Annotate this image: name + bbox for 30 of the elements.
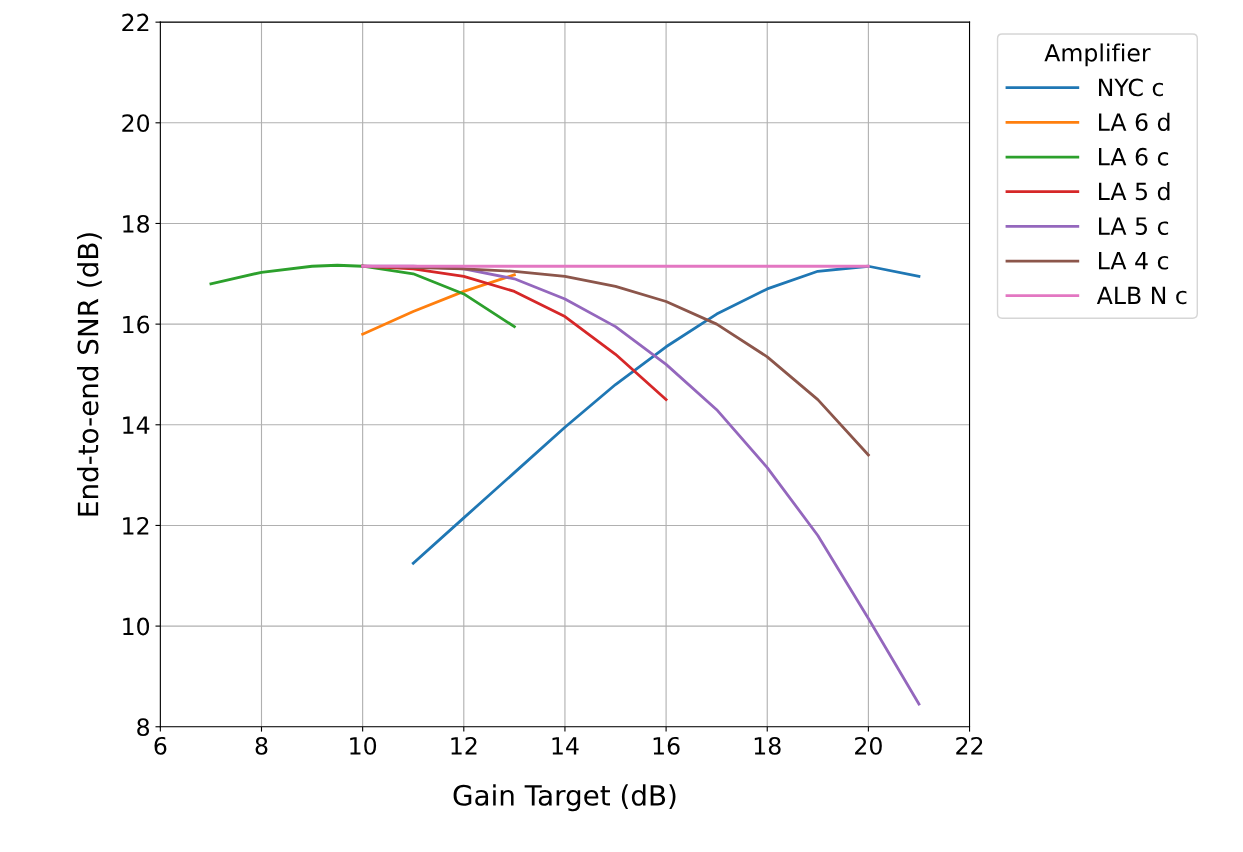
y-tick-label: 18 (123, 214, 150, 233)
y-tick-label: 12 (123, 516, 149, 535)
x-tick-label: 14 (552, 737, 579, 755)
line-series (209, 263, 516, 329)
y-tick-label: 14 (123, 416, 150, 434)
y-tick-label: 16 (123, 315, 150, 334)
legend-label: LA 6 c (1099, 147, 1169, 166)
x-tick-label: 20 (855, 736, 882, 755)
x-tick-label: 8 (255, 736, 268, 755)
legend-label: LA 6 d (1099, 112, 1170, 131)
x-tick-label: 18 (754, 736, 781, 755)
x-axis-title: Gain Target (dB) (453, 784, 676, 812)
y-tick-label: 8 (137, 718, 150, 737)
x-tick-label: 10 (350, 736, 377, 755)
legend-label: NYC c (1099, 78, 1163, 97)
legend-label: LA 5 c (1099, 217, 1169, 235)
legend-title: Amplifier (1044, 43, 1151, 67)
legend-label: LA 4 c (1099, 252, 1169, 270)
x-tick-label: 16 (653, 736, 680, 755)
y-axis-title: End-to-end SNR (dB) (77, 233, 102, 516)
x-tick-label: 6 (154, 736, 167, 755)
y-tick-label: 22 (122, 13, 149, 32)
legend-label: LA 5 d (1099, 182, 1170, 201)
line-series (361, 273, 516, 336)
y-tick-label: 20 (122, 114, 150, 133)
y-tick-label: 10 (123, 617, 150, 636)
line-series (411, 264, 921, 565)
legend-label: ALB N c (1096, 286, 1187, 305)
x-tick-label: 12 (451, 736, 477, 755)
x-tick-label: 22 (956, 736, 983, 755)
